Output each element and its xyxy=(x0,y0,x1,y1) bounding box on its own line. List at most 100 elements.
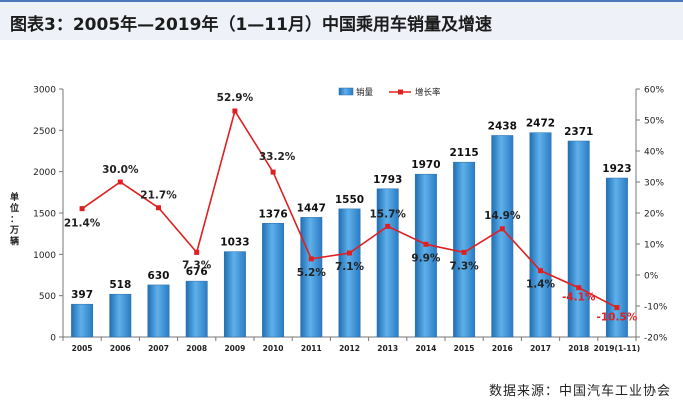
bar xyxy=(262,223,285,338)
growth-label: 5.2% xyxy=(297,267,327,279)
y-tick-label-right: 0% xyxy=(644,272,659,282)
growth-point xyxy=(614,305,620,311)
chart-title: 图表3：2005年—2019年（1—11月）中国乘用车销量及增速 xyxy=(10,15,492,35)
bar-label: 2472 xyxy=(526,118,555,130)
x-tick-label: 2017 xyxy=(530,344,551,353)
growth-label: -10.5% xyxy=(597,312,638,324)
y-tick-label-right: 30% xyxy=(644,179,664,189)
y-tick-label-left: 3000 xyxy=(33,86,56,96)
y-tick-label-right: 20% xyxy=(644,210,664,220)
bar-label: 1447 xyxy=(297,202,326,214)
growth-point xyxy=(499,226,505,232)
bar-label: 1970 xyxy=(411,159,440,171)
bar-series xyxy=(71,132,628,338)
bar xyxy=(185,280,208,338)
growth-point xyxy=(194,249,200,255)
growth-label: 14.9% xyxy=(484,210,521,222)
growth-label: 30.0% xyxy=(102,164,139,176)
y-tick-label-right: 60% xyxy=(644,86,664,96)
legend-line-marker xyxy=(398,89,403,95)
growth-label: -4.1% xyxy=(562,292,596,304)
growth-label: 9.9% xyxy=(411,252,441,264)
y-axis-label-char: 万 xyxy=(9,225,19,236)
y-axis-label-char: 辆 xyxy=(10,235,19,247)
growth-label: 7.1% xyxy=(335,261,365,273)
bar-label: 518 xyxy=(109,279,131,291)
x-tick-label: 2013 xyxy=(377,344,398,353)
growth-point xyxy=(156,205,161,211)
y-axis-label-char: 位 xyxy=(10,202,19,214)
bar xyxy=(414,173,437,338)
x-tick-label: 2010 xyxy=(263,344,284,353)
y-tick-label-right: -20% xyxy=(644,334,668,344)
bar xyxy=(605,177,628,338)
y-tick-label-left: 0 xyxy=(50,334,56,344)
chart: 0 500 1000 1500 2000 2500 3000 -20% -10% 0% 10% 20%… xyxy=(9,86,668,354)
bar xyxy=(529,132,552,338)
y-tick-label-right: -10% xyxy=(644,303,668,313)
growth-label: 15.7% xyxy=(369,208,406,220)
growth-label: 7.3% xyxy=(182,259,212,271)
growth-point xyxy=(308,256,314,262)
bar xyxy=(567,140,590,338)
bar-label: 676 xyxy=(186,266,208,278)
x-tick-label: 2016 xyxy=(492,344,513,353)
bar-label: 2438 xyxy=(488,120,517,132)
y-tick-label-left: 1000 xyxy=(33,251,56,261)
y-tick-label-left: 2500 xyxy=(33,127,56,137)
x-tick-label: 2008 xyxy=(186,344,207,353)
x-tick-label: 2018 xyxy=(568,344,589,353)
growth-point xyxy=(347,250,352,256)
legend-bar-swatch xyxy=(338,87,354,96)
growth-label: 21.4% xyxy=(64,218,101,230)
x-tick-label: 2019(1-11) xyxy=(594,344,641,353)
bar xyxy=(453,161,476,338)
legend-line-label: 增长率 xyxy=(415,87,441,98)
x-tick-label: 2014 xyxy=(415,344,436,353)
bar-label: 1793 xyxy=(373,174,402,186)
bar-label: 397 xyxy=(71,289,93,301)
x-tick-label: 2011 xyxy=(301,344,322,353)
bar xyxy=(71,303,94,338)
bar xyxy=(376,188,399,338)
y-tick-label-left: 1500 xyxy=(33,210,56,220)
x-tick-label: 2009 xyxy=(224,344,245,353)
y-axis-label-char: 单 xyxy=(10,191,19,203)
bar-label: 2115 xyxy=(449,147,478,159)
y-tick-label-right: 50% xyxy=(644,117,664,127)
y-tick-label-left: 500 xyxy=(39,292,56,302)
bar-label: 1376 xyxy=(258,208,287,220)
growth-point xyxy=(232,108,238,114)
growth-label: 21.7% xyxy=(140,190,177,202)
bar-label: 630 xyxy=(148,270,170,282)
bar-label: 1033 xyxy=(220,237,249,249)
title-bar: 图表3：2005年—2019年（1—11月）中国乘用车销量及增速 xyxy=(0,0,683,40)
growth-label: 52.9% xyxy=(217,92,254,104)
y-tick-label-left: 2000 xyxy=(33,168,56,178)
growth-point xyxy=(79,206,85,212)
x-tick-label: 2012 xyxy=(339,344,360,353)
growth-point xyxy=(270,169,276,175)
growth-point xyxy=(576,285,582,291)
bar xyxy=(109,293,132,338)
growth-label: 7.3% xyxy=(450,260,480,272)
y-tick-label-right: 40% xyxy=(644,148,664,158)
x-tick-label: 2006 xyxy=(110,344,131,353)
x-tick-label: 2005 xyxy=(72,344,93,353)
bar xyxy=(223,251,246,338)
axes: 0 500 1000 1500 2000 2500 3000 -20% -10% 0% 10% 20%… xyxy=(9,86,668,354)
legend-bar-label: 销量 xyxy=(356,87,374,98)
line-series: 21.4% 30.0% 21.7% 7.3% 52.9% 33.2% 5.2% 7.1% 15.… xyxy=(64,92,638,324)
legend: 销量 增长率 xyxy=(338,87,441,98)
y-axis-label: 单位：万辆 xyxy=(9,191,19,247)
x-tick-label: 2007 xyxy=(148,344,169,353)
bar-labels: 397 518 630 676 1033 1376 1447 1550 1793 1970 2115… xyxy=(71,118,631,302)
growth-point xyxy=(117,179,123,185)
growth-point xyxy=(461,249,467,255)
bar-label: 2371 xyxy=(564,126,593,138)
bar xyxy=(147,284,170,338)
bar-label: 1550 xyxy=(335,194,364,206)
bar-label: 1923 xyxy=(602,163,631,175)
source-note: 数据来源：中国汽车工业协会 xyxy=(488,384,671,399)
bar xyxy=(338,208,361,338)
